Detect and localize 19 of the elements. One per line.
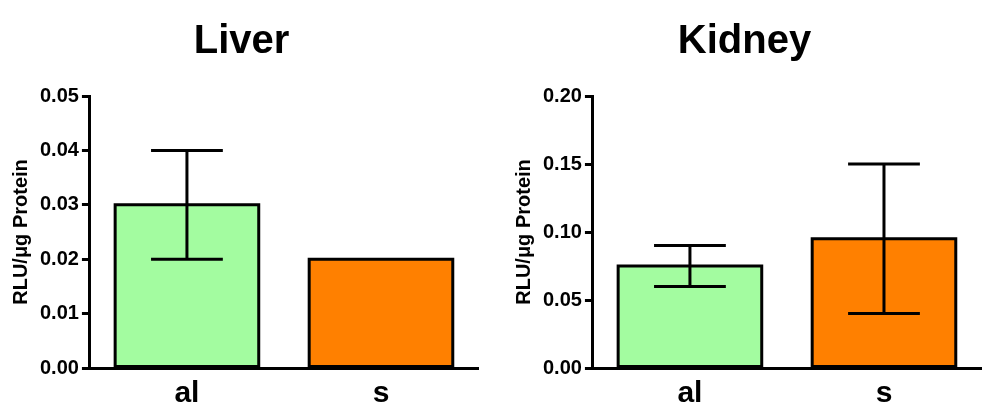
y-tick-label: 0.15 [542,151,582,174]
x-tick-label: al [677,375,703,409]
y-tick-label: 0.04 [39,137,80,160]
chart-title: Kidney [677,17,812,62]
y-tick-label: 0.01 [39,301,79,324]
y-tick-label: 0.00 [542,355,582,378]
y-tick-label: 0.03 [39,192,79,215]
x-tick-label: al [174,375,200,409]
y-tick-label: 0.10 [542,219,582,242]
y-tick-label: 0.02 [39,246,79,269]
y-axis-title: RLU/μg Protein [8,159,31,305]
chart-title: Liver [193,17,290,62]
y-tick-label: 0.20 [542,83,582,106]
y-tick-label: 0.00 [39,355,79,378]
x-tick-label: s [875,375,893,409]
x-tick-label: s [372,375,390,409]
y-axis-title: RLU/μg Protein [511,159,534,305]
y-tick-label: 0.05 [39,83,79,106]
y-tick-label: 0.05 [542,287,582,310]
